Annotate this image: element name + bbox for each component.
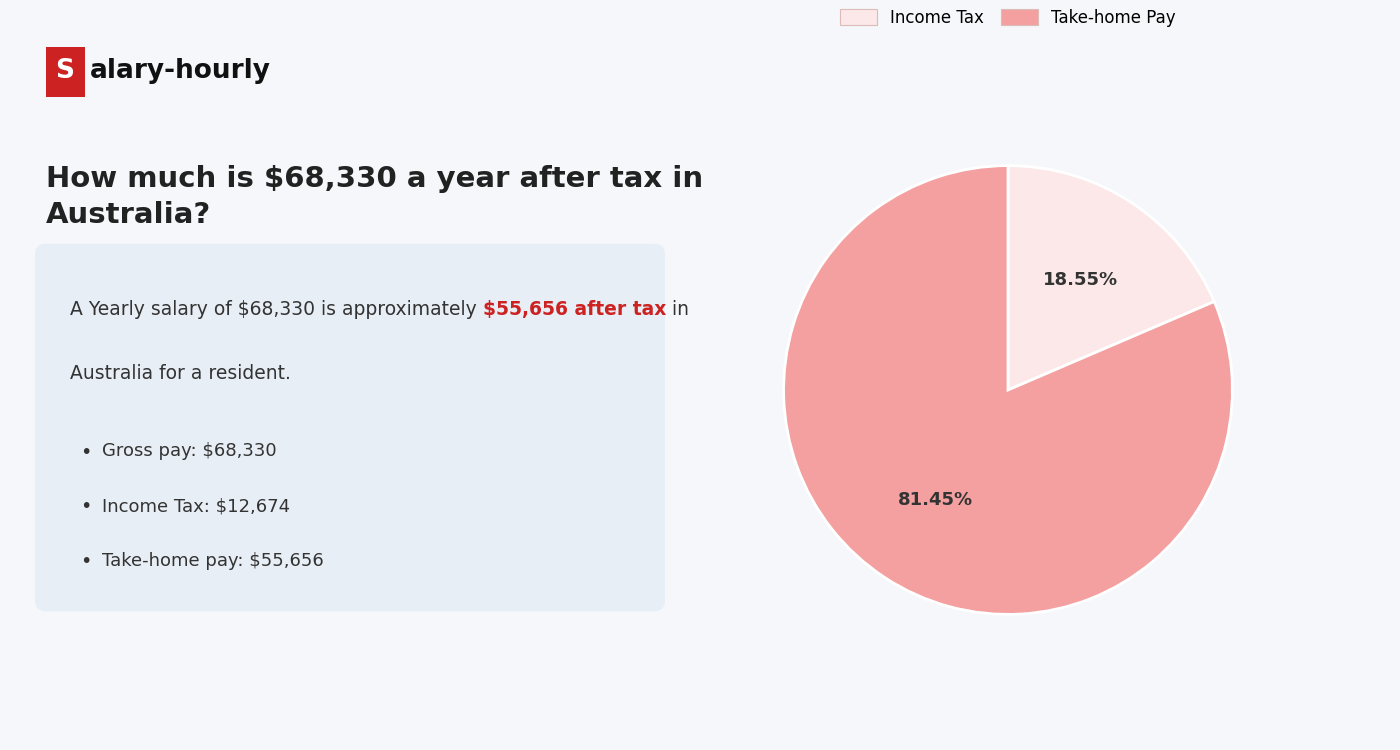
Text: •: • <box>81 497 92 516</box>
Text: 18.55%: 18.55% <box>1043 271 1119 289</box>
Text: Australia for a resident.: Australia for a resident. <box>70 364 291 382</box>
Legend: Income Tax, Take-home Pay: Income Tax, Take-home Pay <box>834 2 1182 34</box>
Text: Gross pay: $68,330: Gross pay: $68,330 <box>101 442 276 460</box>
FancyBboxPatch shape <box>35 244 665 611</box>
Text: S: S <box>56 58 74 84</box>
Wedge shape <box>1008 166 1214 390</box>
Text: 81.45%: 81.45% <box>897 491 973 509</box>
FancyBboxPatch shape <box>45 47 85 97</box>
Text: Take-home pay: $55,656: Take-home pay: $55,656 <box>101 552 323 570</box>
Text: alary-hourly: alary-hourly <box>90 58 270 84</box>
Text: in: in <box>666 300 689 319</box>
Text: •: • <box>81 552 92 571</box>
Wedge shape <box>784 166 1232 614</box>
Text: A Yearly salary of $68,330 is approximately: A Yearly salary of $68,330 is approximat… <box>70 300 483 319</box>
Text: Income Tax: $12,674: Income Tax: $12,674 <box>101 497 290 515</box>
Text: •: • <box>81 442 92 461</box>
Text: $55,656 after tax: $55,656 after tax <box>483 300 666 319</box>
Text: How much is $68,330 a year after tax in
Australia?: How much is $68,330 a year after tax in … <box>45 165 703 229</box>
